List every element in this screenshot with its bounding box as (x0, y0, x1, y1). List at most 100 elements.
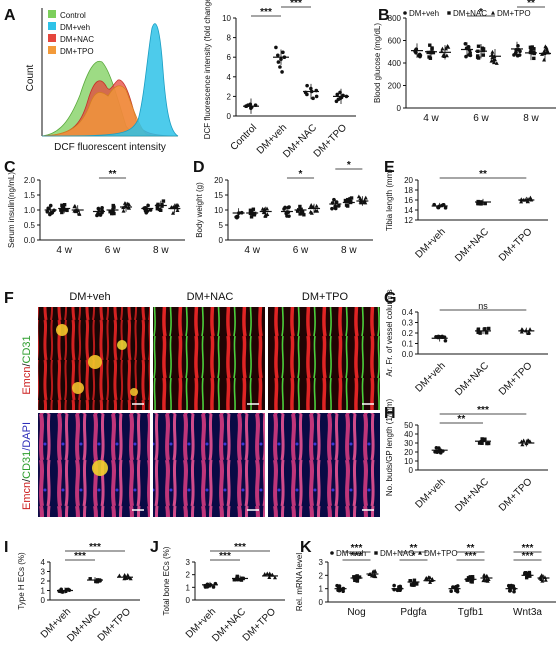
data-point-B-1-1-7 (476, 44, 481, 48)
data-point-E-1-3 (479, 202, 483, 206)
data-point-C-1-1-8 (110, 211, 114, 216)
stain-slash-bottom: / (21, 478, 33, 482)
y-tick-label-C-0: 0.0 (24, 236, 36, 245)
data-point-D-1-2-7 (308, 204, 313, 209)
data-point-J-0-1 (211, 585, 216, 589)
flow-ylabel: Count (25, 64, 36, 91)
category-label-I-2: DM+TPO (96, 606, 134, 644)
panel-letter-b: B (378, 7, 390, 24)
data-point-K-3-0-3 (512, 589, 516, 594)
data-point-A-1-7 (276, 53, 280, 58)
data-point-K-2-1-8 (470, 575, 475, 579)
data-point-A-1-2 (276, 60, 281, 64)
legend-k-marker-2 (418, 550, 422, 555)
data-point-B-0-2-1 (440, 46, 445, 51)
data-point-D-1-1-0 (298, 204, 302, 209)
legend-k-label-1: DM+NAC (380, 549, 414, 558)
y-tick-label-A-2: 4 (227, 73, 232, 82)
data-point-B-1-2-6 (490, 55, 495, 60)
data-point-K-2-2-7 (486, 577, 491, 582)
sig-label-K-1-1: ** (410, 543, 418, 554)
data-point-K-3-1-6 (527, 570, 532, 575)
data-point-E-0-4 (443, 206, 448, 210)
y-tick-label-D-1: 5 (219, 221, 224, 230)
stain-emcn-top: Emcn (21, 367, 33, 395)
y-tick-label-K-0: 0 (319, 598, 324, 607)
data-point-K-3-0-7 (511, 584, 515, 589)
chart-serum-insulin: 0.0 0.5 1.0 1.5 2.0 Serum insulin(ng/mL) 4 w 6 … (7, 169, 185, 256)
legend-k-label-0: DM+veh (336, 549, 366, 558)
stain-dapi-bottom: /DAPI (21, 422, 33, 451)
y-tick-label-J-0: 0 (186, 596, 191, 605)
data-point-B-2-1-6 (528, 45, 533, 50)
data-point-B-1-2-2 (491, 57, 496, 62)
y-tick-label-E-2: 16 (404, 196, 413, 205)
data-point-A-2-7 (314, 94, 319, 99)
data-point-D-0-2-6 (262, 210, 267, 215)
data-point-K-0-2-8 (372, 574, 377, 578)
data-point-J-2-4 (272, 575, 277, 580)
flow-xlabel: DCF fluorescent intensity (54, 142, 166, 153)
sig-label-H-1: *** (477, 405, 489, 416)
data-point-K-2-0-2 (449, 589, 453, 593)
data-point-K-3-2-8 (540, 578, 545, 583)
y-tick-label-A-4: 8 (227, 34, 232, 43)
legend-k-label-2: DM+TPO (424, 549, 458, 558)
y-tick-label-H-4: 40 (404, 430, 413, 439)
micrograph-tpo-top (268, 307, 380, 410)
data-point-H-2-7 (526, 438, 531, 443)
data-point-C-1-2-5 (127, 202, 132, 207)
image-col-label-3: DM+TPO (302, 291, 349, 303)
data-point-K-2-1-1 (466, 576, 471, 580)
y-tick-label-C-1: 0.5 (24, 221, 36, 230)
data-point-K-2-2-5 (482, 577, 487, 581)
data-point-C-1-1-4 (112, 211, 116, 216)
y-tick-label-I-1: 1 (41, 587, 46, 596)
data-point-C-1-1-6 (109, 209, 114, 214)
y-tick-label-H-3: 30 (404, 439, 413, 448)
y-tick-label-B-2: 400 (388, 59, 402, 68)
y-axis-label-B: Blood glucose (mg/dL) (373, 23, 382, 103)
chart-vessel-columns: 0.00.1 0.20.3 0.4 Ar. Fr. of vessel columns… (385, 289, 548, 398)
data-point-B-1-0-8 (463, 41, 468, 46)
category-label-C-2: 8 w (153, 245, 169, 256)
microscopy-panel: DM+veh DM+NAC DM+TPO Emcn/CD31 Emcn/CD31… (21, 291, 380, 517)
data-point-C-2-0-3 (146, 203, 150, 208)
data-point-K-1-1-8 (408, 579, 412, 583)
data-point-K-1-2-7 (428, 575, 433, 580)
legend-b-marker-1 (447, 11, 451, 15)
panel-letter-c: C (4, 159, 16, 176)
data-point-B-0-1-2 (426, 50, 430, 55)
data-point-G-2-0 (528, 327, 533, 331)
data-point-D-2-1-6 (344, 203, 349, 207)
data-point-D-1-2-8 (309, 210, 314, 215)
sig-label-C-0: ** (109, 169, 117, 180)
data-point-K-0-0-8 (336, 588, 340, 593)
y-tick-label-A-1: 2 (227, 92, 232, 101)
y-tick-label-B-0: 0 (397, 104, 402, 113)
category-label-H-2: DM+TPO (497, 476, 535, 514)
data-point-J-1-4 (236, 577, 241, 582)
y-axis-label-K: Rel. mRNA level (295, 553, 304, 611)
data-point-J-1-7 (235, 574, 239, 579)
category-label-K-3: Wnt3a (513, 607, 542, 618)
category-label-K-2: Tgfb1 (458, 607, 484, 618)
y-tick-label-I-2: 2 (41, 577, 46, 586)
data-point-C-0-2-5 (77, 211, 82, 216)
data-point-E-1-5 (476, 201, 480, 206)
y-tick-label-A-0: 0 (227, 112, 232, 121)
sig-label-J-1: *** (234, 542, 246, 553)
y-tick-label-C-3: 1.5 (24, 191, 36, 200)
data-point-B-1-1-2 (481, 47, 486, 51)
stain-cd31-bottom: CD31 (21, 451, 33, 479)
data-point-C-2-2-3 (171, 210, 176, 215)
data-point-B-1-0-7 (467, 53, 471, 57)
sig-label-K-2-0: *** (465, 551, 477, 562)
panel-letter-a: A (4, 7, 16, 24)
legend-time-b: DM+veh DM+NAC DM+TPO (403, 9, 531, 18)
y-tick-label-B-1: 200 (388, 82, 402, 91)
data-point-A-1-5 (274, 45, 278, 50)
data-point-H-0-4 (433, 450, 437, 454)
data-point-D-2-0-6 (333, 206, 338, 211)
data-point-G-0-7 (443, 338, 448, 343)
